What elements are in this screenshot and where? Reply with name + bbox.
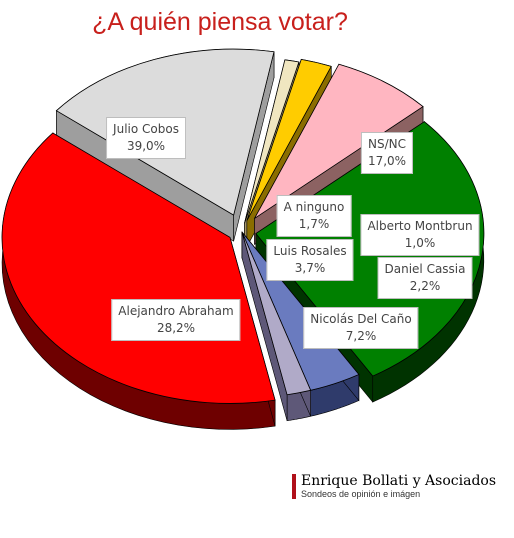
label-value: 28,2% — [156, 321, 196, 335]
label-value: 1,7% — [298, 217, 330, 231]
label-value: 1,0% — [404, 236, 436, 250]
chart-title: ¿A quién piensa votar? — [92, 8, 348, 36]
label-value: 39,0% — [126, 139, 166, 153]
slice-top — [246, 58, 332, 221]
data-label-luis-rosales: Luis Rosales 3,7% — [266, 239, 354, 281]
label-name: Daniel Cassia — [384, 262, 466, 276]
label-name: Alberto Montbrun — [367, 219, 473, 233]
label-value: 7,2% — [345, 329, 377, 343]
label-name: Alejandro Abraham — [118, 304, 234, 318]
data-label-a-ninguno: A ninguno 1,7% — [276, 195, 352, 237]
brand-logo: Enrique Bollati y Asociados Sondeos de o… — [292, 474, 496, 499]
brand-tagline: Sondeos de opinión e imágen — [301, 489, 421, 499]
data-label-ns-nc: NS/NC 17,0% — [360, 132, 414, 174]
label-value: 3,7% — [294, 261, 326, 275]
label-name: A ninguno — [283, 200, 345, 214]
data-label-julio-cobos: Julio Cobos 39,0% — [106, 117, 186, 159]
data-label-nicol-s-del-ca-o: Nicolás Del Caño 7,2% — [303, 307, 419, 349]
data-label-daniel-cassia: Daniel Cassia 2,2% — [377, 257, 473, 299]
slice-a-ninguno — [241, 231, 312, 422]
label-name: Julio Cobos — [113, 122, 179, 136]
label-name: Luis Rosales — [273, 244, 347, 258]
label-name: Nicolás Del Caño — [310, 312, 412, 326]
label-value: 2,2% — [409, 279, 441, 293]
label-name: NS/NC — [368, 137, 406, 151]
label-value: 17,0% — [367, 154, 407, 168]
brand-name: Enrique Bollati y Asociados — [301, 473, 497, 489]
slice-top — [241, 231, 312, 396]
slice-top — [244, 59, 300, 224]
data-label-alberto-montbrun: Alberto Montbrun 1,0% — [360, 214, 480, 256]
slice-top — [254, 63, 424, 219]
data-label-alejandro-abraham: Alejandro Abraham 28,2% — [111, 299, 241, 341]
